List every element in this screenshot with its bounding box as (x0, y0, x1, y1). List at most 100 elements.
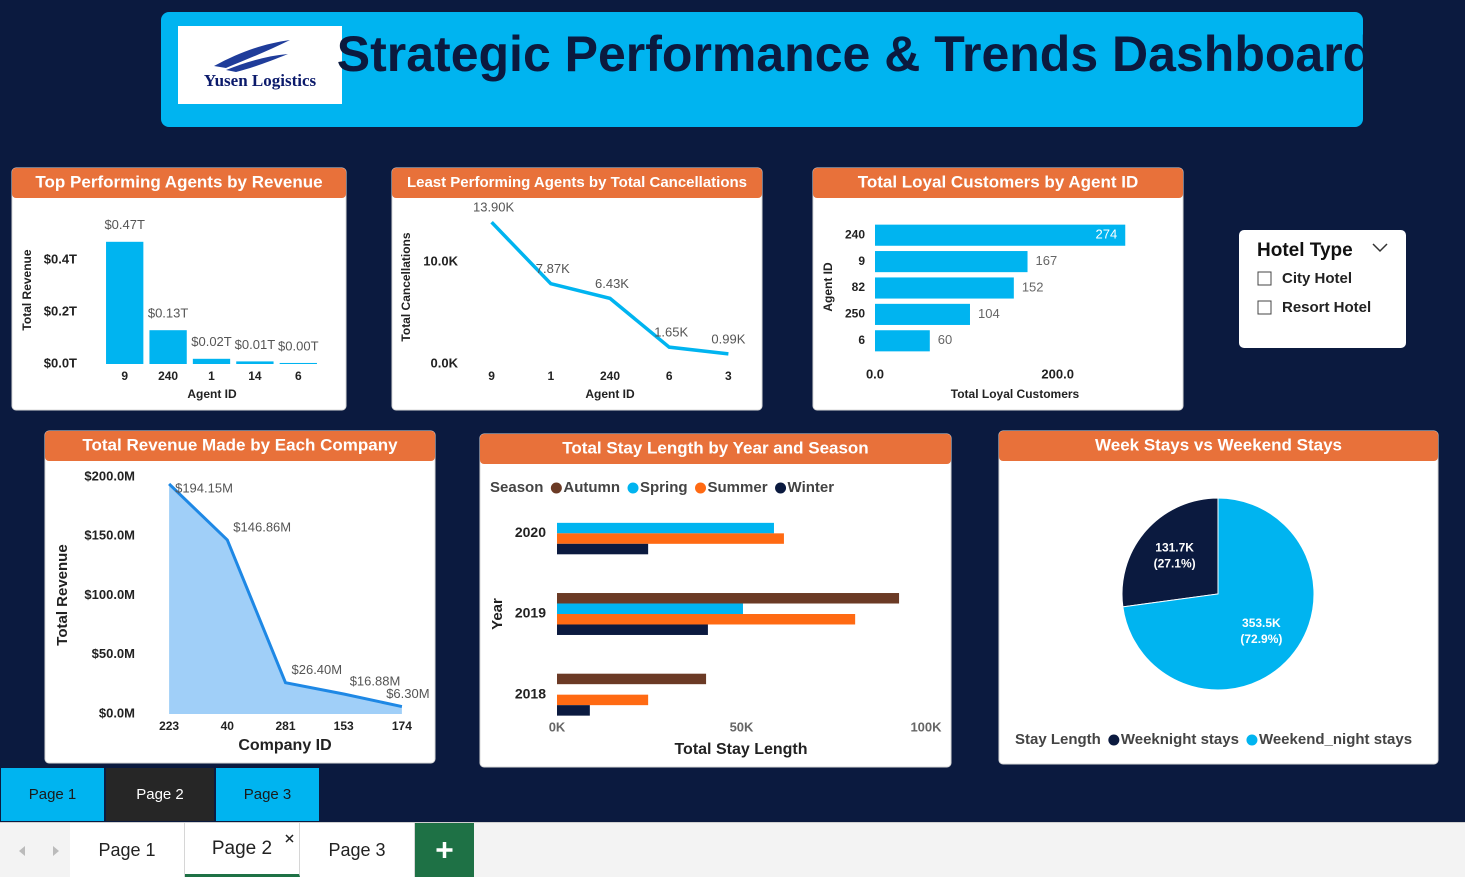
panel-header (480, 434, 951, 464)
page-button[interactable]: Page 2 (105, 767, 215, 822)
bar (875, 330, 930, 352)
bar (106, 241, 144, 364)
value-label: 104 (978, 306, 1000, 321)
value-label: 1.65K (654, 325, 688, 340)
panel-title: Week Stays vs Weekend Stays (1095, 435, 1342, 454)
legend-swatch (775, 482, 787, 494)
y-tick-label: 10.0K (423, 253, 458, 268)
sheet-tab[interactable]: Page 2 (185, 823, 300, 877)
logo-wing (226, 54, 288, 72)
y-tick-label: $0.0T (44, 355, 77, 370)
panel-title: Total Loyal Customers by Agent ID (858, 172, 1139, 191)
value-label: 167 (1036, 253, 1058, 268)
legend-title: Stay Length (1015, 731, 1101, 748)
legend-swatch (1108, 734, 1120, 746)
slicer-title: Hotel Type (1257, 240, 1353, 261)
page-button[interactable]: Page 3 (215, 767, 320, 822)
y-tick-label: 82 (852, 280, 866, 294)
sheet-tab[interactable]: Page 3 (300, 823, 415, 877)
y-tick-label: 6 (858, 333, 865, 347)
bar (192, 358, 231, 364)
slicer-option[interactable]: City Hotel (1282, 270, 1352, 287)
pie-slice (1121, 497, 1219, 608)
legend-label: Weekend_night stays (1259, 731, 1412, 748)
value-label: $6.30M (386, 686, 429, 701)
value-label: 6.43K (595, 276, 629, 291)
sheet-tab[interactable]: Page 1 (70, 823, 185, 877)
bar (875, 251, 1028, 273)
value-label: $0.00T (278, 338, 319, 353)
value-label: 131.7K (1155, 540, 1194, 554)
legend-label: Autumn (563, 479, 620, 496)
plus-icon (436, 842, 453, 858)
percent-label: (27.1%) (1154, 556, 1196, 570)
y-tick-label: $0.0M (99, 705, 135, 720)
panel-header (45, 431, 435, 461)
x-tick-label: 9 (121, 369, 128, 383)
line (168, 482, 403, 709)
close-icon (285, 834, 294, 843)
panel-title: Total Stay Length by Year and Season (562, 438, 868, 457)
bar (557, 543, 649, 555)
tab-bar: Page 1 Page 2 Page 3 (0, 822, 1465, 877)
value-label: $0.01T (235, 337, 276, 352)
x-axis-label: Company ID (238, 737, 331, 754)
x-tick-label: 223 (159, 719, 179, 733)
panel-header (813, 168, 1183, 198)
x-tick-label: 281 (275, 719, 295, 733)
bar (149, 330, 187, 364)
bar (557, 614, 856, 625)
bar (557, 624, 708, 635)
x-tick-label: 240 (158, 369, 178, 383)
value-label: $0.13T (148, 306, 189, 321)
page-button[interactable]: Page 1 (0, 767, 105, 822)
bar (557, 533, 784, 544)
value-label: $194.15M (175, 480, 233, 495)
value-label: 152 (1022, 279, 1044, 294)
y-tick-label: 2020 (515, 524, 546, 540)
checkbox[interactable] (1257, 300, 1272, 315)
value-label: 60 (938, 332, 952, 347)
x-tick-label: 200.0 (1041, 366, 1074, 381)
y-tick-label: 2019 (515, 605, 546, 621)
slicer-chevron[interactable] (1372, 243, 1388, 253)
close-tab[interactable] (284, 833, 296, 845)
bar (557, 522, 774, 534)
bar (875, 277, 1014, 299)
legend-label: Summer (708, 479, 768, 496)
x-tick-label: 6 (295, 369, 302, 383)
y-axis-label: Total Revenue (54, 544, 71, 645)
line (490, 221, 729, 356)
bar (557, 694, 649, 706)
x-tick-label: 0K (549, 719, 566, 734)
x-tick-label: 174 (392, 719, 412, 733)
bar (875, 303, 970, 325)
x-tick-label: 9 (488, 369, 495, 383)
tab-scroll (19, 846, 59, 856)
scroll-right[interactable] (53, 846, 59, 856)
legend-title: Season (490, 479, 543, 496)
legend-swatch (695, 482, 707, 494)
y-tick-label: 0.0K (431, 355, 459, 370)
y-tick-label: 9 (858, 254, 865, 268)
y-axis-label: Year (489, 598, 506, 630)
logo-wing (214, 40, 290, 68)
checkbox[interactable] (1257, 271, 1272, 286)
x-tick-label: 1 (547, 369, 554, 383)
dashboard-title: Strategic Performance & Trends Dashboard (337, 26, 1373, 82)
scroll-left[interactable] (19, 846, 25, 856)
x-tick-label: 50K (730, 719, 754, 734)
header-banner (161, 12, 1363, 127)
x-axis-label: Total Stay Length (674, 741, 807, 758)
slicer-option[interactable]: Resort Hotel (1282, 299, 1371, 316)
add-tab[interactable] (415, 823, 474, 877)
value-label: $16.88M (350, 673, 401, 688)
x-tick-label: 6 (666, 369, 673, 383)
y-tick-label: 240 (845, 227, 865, 241)
y-axis-label: Total Cancellations (399, 232, 413, 341)
x-tick-label: 3 (725, 369, 732, 383)
value-label: 0.99K (711, 331, 745, 346)
x-axis-label: Total Loyal Customers (951, 387, 1080, 401)
y-tick-label: $0.4T (44, 251, 77, 266)
x-tick-label: 1 (208, 369, 215, 383)
